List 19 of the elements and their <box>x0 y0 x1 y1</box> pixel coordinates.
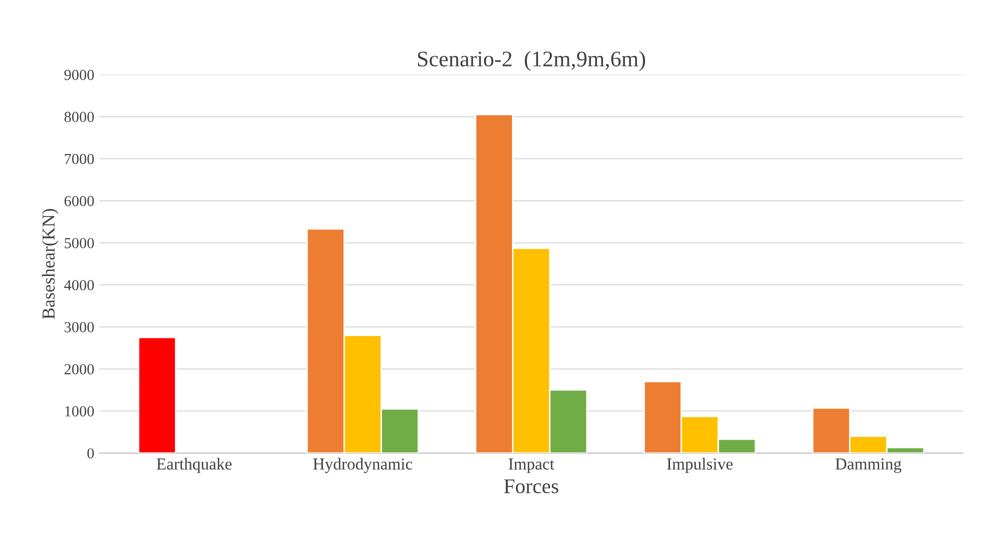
y-tick-label: 4000 <box>64 280 94 290</box>
y-tick-label: 6000 <box>64 196 94 206</box>
y-tick-label: 3000 <box>64 322 94 332</box>
x-tick-label: Damming <box>835 458 902 474</box>
y-tick-label: 5000 <box>64 238 94 248</box>
x-tick-label: Hydrodynamic <box>313 458 412 474</box>
y-tick-label: 1000 <box>65 406 94 416</box>
x-tick-label: Earthquake <box>156 458 232 474</box>
y-axis-title: Baseshear(KN) <box>42 208 58 319</box>
chart-title: Scenario-2 (12m,9m,6m) <box>418 50 646 72</box>
y-tick-label: 7000 <box>64 154 94 164</box>
y-tick-label: 0 <box>87 448 94 458</box>
y-tick-label: 8000 <box>64 112 94 122</box>
y-tick-label: 9000 <box>64 70 94 80</box>
x-tick-label: Impact <box>508 458 554 474</box>
x-tick-label: Impulsive <box>667 458 733 474</box>
y-tick-label: 2000 <box>64 364 94 374</box>
bar <box>138 336 176 454</box>
x-axis-title: Forces <box>504 479 558 494</box>
